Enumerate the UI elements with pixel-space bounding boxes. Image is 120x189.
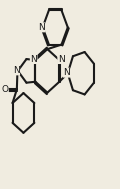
Text: N: N xyxy=(30,55,37,64)
Text: N: N xyxy=(13,66,20,75)
Text: N: N xyxy=(58,55,65,64)
Text: N: N xyxy=(38,23,45,32)
Text: N: N xyxy=(63,68,70,77)
Text: O: O xyxy=(1,85,8,94)
